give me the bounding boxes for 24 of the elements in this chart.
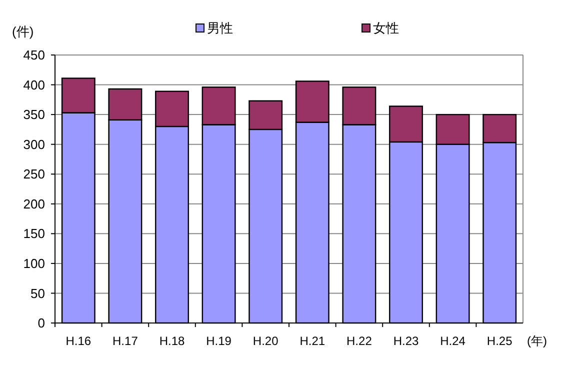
y-tick-label: 100 [23, 256, 45, 271]
x-tick-label: H.20 [252, 334, 279, 348]
x-tick-label: H.21 [300, 334, 326, 348]
y-tick-label: 450 [23, 48, 45, 63]
y-axis-title: (件) [12, 24, 34, 39]
x-tick-label: H.24 [440, 334, 466, 348]
x-tick-label: H.17 [112, 334, 138, 348]
x-tick-label: H.23 [393, 334, 419, 348]
x-axis-title: (年) [527, 334, 547, 348]
y-tick-label: 200 [23, 196, 45, 212]
y-tick-label: 350 [23, 107, 45, 122]
x-tick-label: H.25 [486, 334, 513, 348]
y-tick-label: 250 [23, 166, 45, 182]
y-tick-label: 50 [30, 286, 45, 301]
x-tick-label: H.22 [346, 334, 372, 348]
legend-label: 男性 [207, 20, 233, 36]
x-tick-label: H.18 [159, 334, 185, 348]
x-tick-label: H.16 [66, 334, 92, 348]
y-tick-label: 0 [38, 316, 45, 331]
legend-label: 女性 [373, 20, 399, 36]
y-tick-label: 150 [23, 226, 45, 242]
y-tick-label: 400 [23, 77, 45, 92]
y-tick-label: 300 [23, 136, 45, 152]
x-tick-label: H.19 [206, 334, 232, 348]
